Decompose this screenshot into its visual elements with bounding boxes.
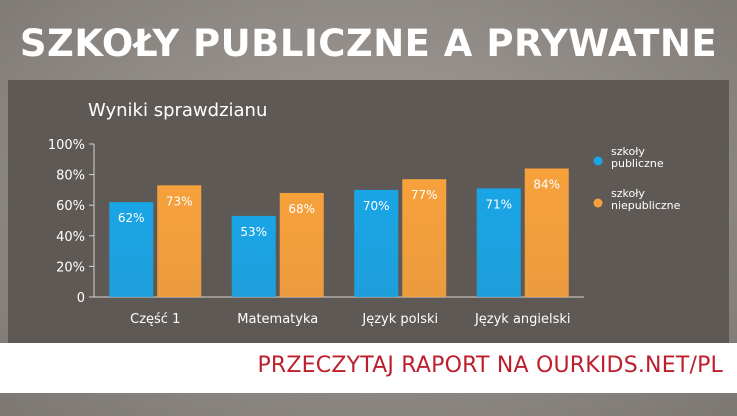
- legend-marker: [593, 156, 603, 166]
- bar-value-label: 77%: [411, 188, 438, 202]
- page-headline: SZKOŁY PUBLICZNE A PRYWATNE: [19, 22, 718, 65]
- bar-value-label: 53%: [240, 225, 267, 239]
- report-link[interactable]: PRZECZYTAJ RAPORT NA OURKIDS.NET/PL: [257, 353, 723, 378]
- bar: [524, 168, 569, 297]
- bar-value-label: 62%: [118, 211, 145, 225]
- category-label: Matematyka: [237, 312, 318, 327]
- bars: 62% 73% Część 1 53% 68% Matematyka 70% 77% Język…: [109, 168, 571, 327]
- bar-value-label: 68%: [288, 202, 315, 216]
- bar: [402, 179, 447, 297]
- bar: [231, 215, 276, 297]
- legend: szkoły publiczne szkoły niepubliczne: [593, 145, 681, 212]
- chart-panel: Wyniki sprawdzianu 0 20% 40% 60% 80% 100% 62%…: [8, 80, 729, 344]
- category-label: Język polski: [361, 312, 438, 327]
- footer-banner: PRZECZYTAJ RAPORT NA OURKIDS.NET/PL: [0, 343, 737, 393]
- legend-label: szkoły niepubliczne: [611, 187, 681, 212]
- legend-marker: [593, 198, 603, 208]
- category-label: Część 1: [130, 312, 180, 327]
- bar-value-label: 84%: [533, 177, 560, 191]
- bar: [109, 202, 154, 297]
- bar: [476, 188, 521, 297]
- legend-label: szkoły publiczne: [611, 145, 664, 170]
- y-tick-label: 20%: [56, 260, 85, 275]
- chart-title: Wyniki sprawdzianu: [88, 100, 267, 121]
- bar-value-label: 71%: [485, 197, 512, 211]
- y-tick-label: 80%: [56, 169, 85, 184]
- bar: [354, 189, 399, 297]
- y-tick-label: 60%: [56, 199, 85, 214]
- y-axis: 0 20% 40% 60% 80% 100%: [48, 138, 584, 306]
- bar: [279, 192, 324, 297]
- bar-value-label: 73%: [166, 194, 193, 208]
- y-tick-label: 40%: [56, 230, 85, 245]
- bar-value-label: 70%: [363, 199, 390, 213]
- y-tick-label: 100%: [48, 138, 85, 153]
- category-label: Język angielski: [474, 312, 571, 327]
- y-tick-label: 0: [77, 291, 85, 306]
- bar: [157, 185, 202, 297]
- bar-chart: Wyniki sprawdzianu 0 20% 40% 60% 80% 100% 62%…: [48, 100, 681, 327]
